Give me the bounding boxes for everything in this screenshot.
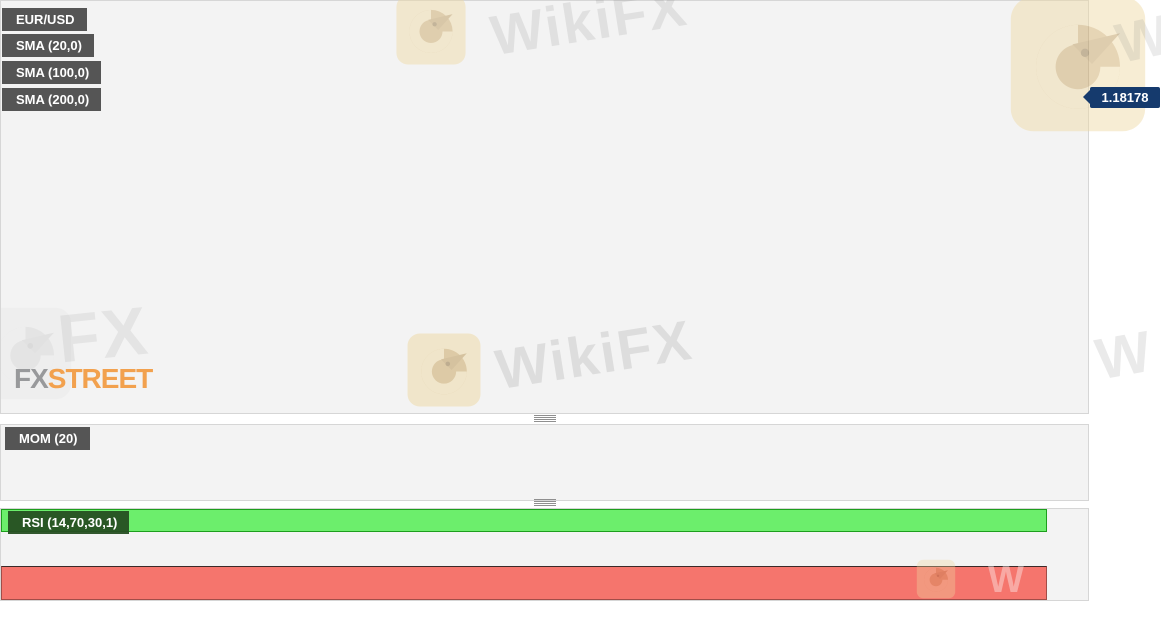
price-tag-arrow-icon: [1083, 90, 1090, 104]
symbol-color-chip-icon: [5, 11, 9, 28]
momentum-panel[interactable]: [0, 424, 1089, 501]
legend-sma100-label: SMA (100,0): [16, 65, 90, 80]
legend-sma20[interactable]: SMA (20,0): [2, 34, 94, 57]
legend-symbol[interactable]: EUR/USD: [2, 8, 87, 31]
legend-sma200[interactable]: SMA (200,0): [2, 88, 102, 111]
momentum-indicator-label[interactable]: MOM (20): [5, 427, 90, 450]
panel-resize-handle[interactable]: [534, 415, 556, 423]
last-price-tag: 1.18178: [1083, 87, 1160, 108]
rsi-indicator-label[interactable]: RSI (14,70,30,1): [8, 511, 130, 534]
rsi-oversold-band: [1, 566, 1047, 600]
rsi-color-chip-icon: [11, 514, 15, 531]
legend-symbol-label: EUR/USD: [16, 12, 75, 27]
legend-sma100[interactable]: SMA (100,0): [2, 61, 102, 84]
mom-color-chip-icon: [8, 430, 12, 447]
sma200-color-chip-icon: [5, 91, 9, 108]
rsi-overbought-band: [1, 509, 1047, 532]
legend-sma20-label: SMA (20,0): [16, 38, 82, 53]
legend-sma200-label: SMA (200,0): [16, 92, 90, 107]
sma100-color-chip-icon: [5, 64, 9, 81]
panel-resize-handle[interactable]: [534, 499, 556, 507]
last-price-value: 1.18178: [1101, 90, 1149, 105]
time-axis[interactable]: [0, 600, 1089, 620]
sma20-color-chip-icon: [5, 37, 9, 54]
rsi-label-text: RSI (14,70,30,1): [22, 515, 118, 530]
mom-label-text: MOM (20): [19, 431, 78, 446]
price-panel[interactable]: [0, 0, 1089, 414]
